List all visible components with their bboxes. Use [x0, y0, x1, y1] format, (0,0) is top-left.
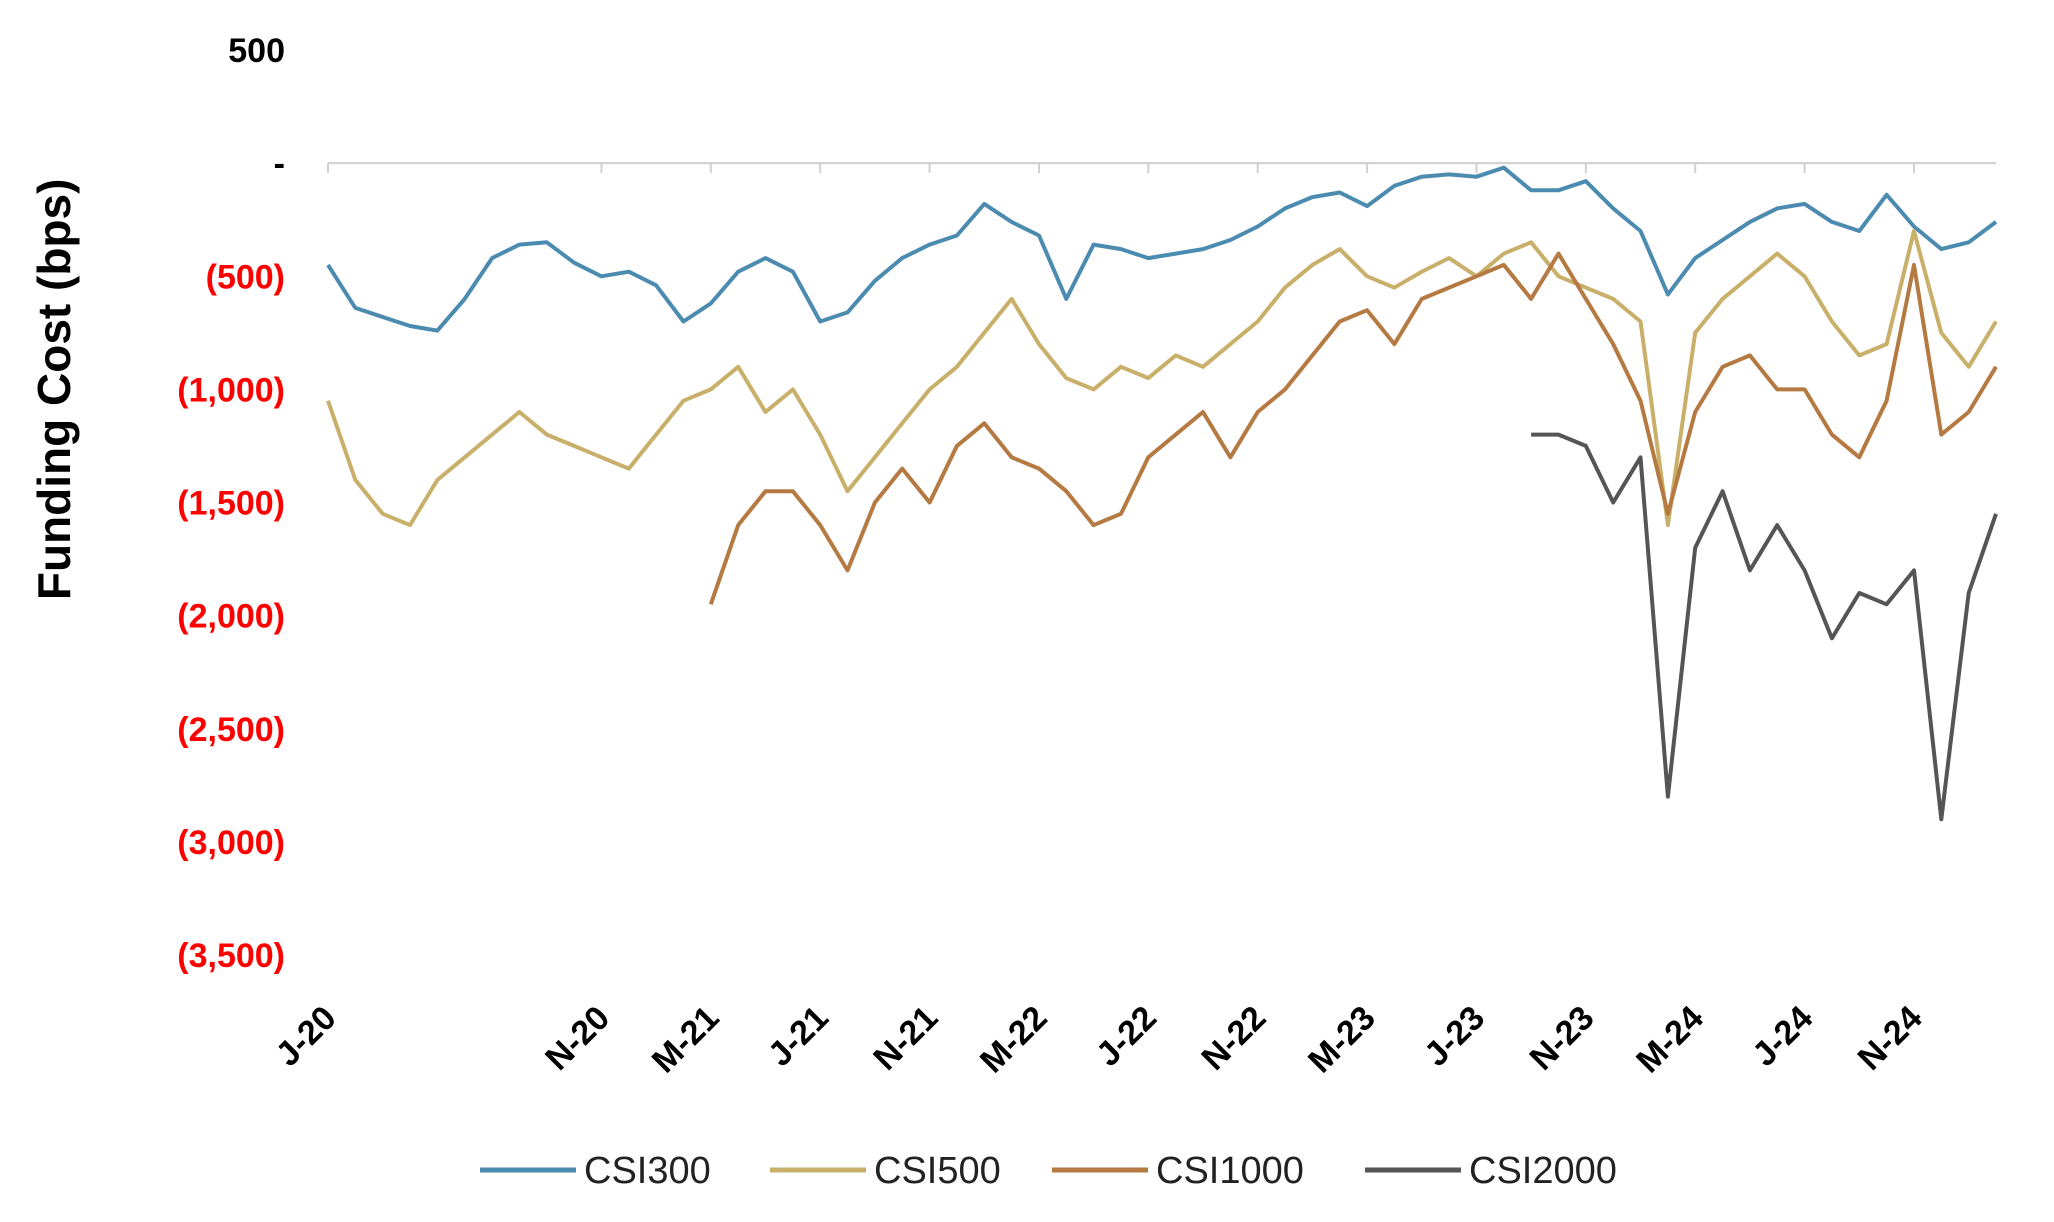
- x-tick-label: N-21: [866, 999, 945, 1078]
- x-tick-label: J-21: [761, 999, 836, 1074]
- legend-label: CSI300: [584, 1150, 711, 1192]
- y-tick-label: (1,000): [177, 371, 285, 409]
- legend-label: CSI2000: [1469, 1150, 1617, 1192]
- series-line-csi1000: [708, 251, 1998, 605]
- y-tick-label: (2,500): [177, 711, 285, 749]
- y-axis-title: Funding Cost (bps): [28, 179, 80, 601]
- x-tick-label: M-24: [1629, 999, 1711, 1081]
- y-tick-label: 500: [228, 32, 285, 70]
- y-tick-label: (1,500): [177, 485, 285, 523]
- x-tick-label: N-23: [1523, 999, 1602, 1078]
- x-tick-label: J-22: [1089, 999, 1164, 1074]
- y-tick-label: (3,000): [177, 824, 285, 862]
- x-tick-label: N-20: [538, 999, 617, 1078]
- series-line-csi300: [326, 165, 1998, 333]
- y-tick-label: -: [274, 145, 285, 183]
- x-tick-label: J-23: [1417, 999, 1492, 1074]
- x-tick-label: M-23: [1301, 999, 1383, 1081]
- legend-label: CSI1000: [1156, 1150, 1304, 1192]
- x-tick-label: N-22: [1194, 999, 1273, 1078]
- x-tick-label: M-22: [973, 999, 1055, 1081]
- x-tick-label: J-24: [1745, 999, 1820, 1074]
- series-line-csi500: [326, 229, 1998, 528]
- y-tick-label: (3,500): [177, 937, 285, 975]
- x-tick-label: J-20: [269, 999, 344, 1074]
- x-tick-label: N-24: [1851, 999, 1930, 1078]
- y-tick-label: (2,000): [177, 598, 285, 636]
- y-tick-label: (500): [206, 258, 285, 296]
- legend-label: CSI500: [874, 1150, 1001, 1192]
- series-line-csi2000: [1531, 432, 1998, 822]
- x-tick-label: M-21: [645, 999, 727, 1081]
